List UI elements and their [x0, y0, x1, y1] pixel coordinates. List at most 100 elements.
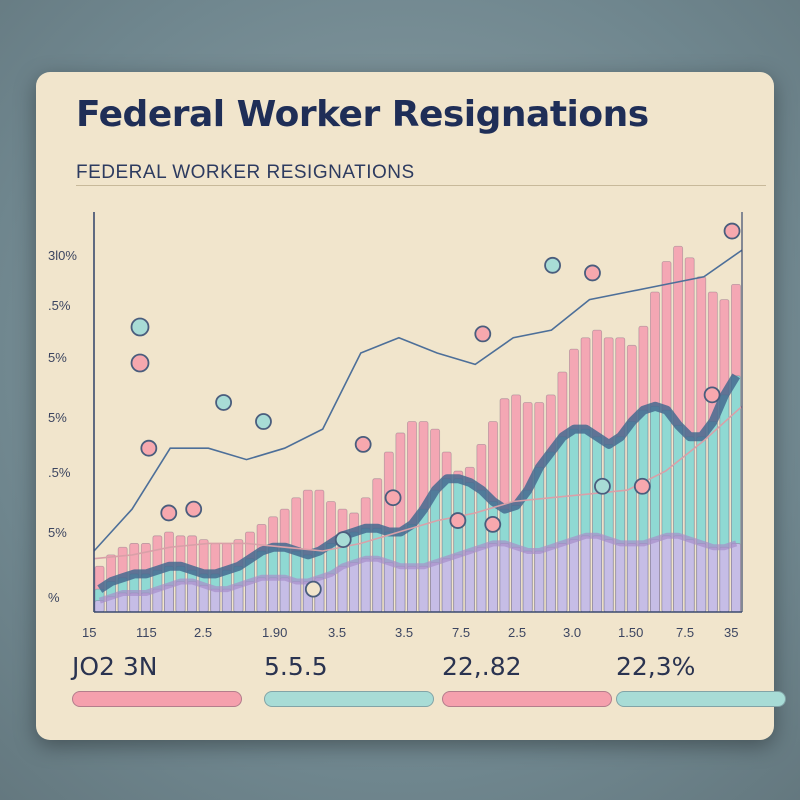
x-tick-label-4: 3.5	[328, 625, 346, 640]
x-tick-label-6: 7.5	[452, 625, 470, 640]
x-tick-label-0: 15	[82, 625, 96, 640]
y-tick-label-1: .5%	[48, 298, 71, 313]
y-tick-label-4: .5%	[48, 465, 71, 480]
legend-marker-0	[130, 317, 150, 337]
stat-2: 5.5.5	[264, 652, 434, 707]
bar-s2-8	[187, 581, 198, 613]
legend-marker-1	[130, 353, 150, 373]
stat-4: 22,3%	[616, 652, 786, 707]
stat-1-value: JO2 3N	[72, 652, 158, 681]
y-tick-label-5: 5%	[48, 525, 67, 540]
bar-s2-28	[418, 565, 429, 613]
bar-s2-27	[407, 565, 417, 613]
marker-4	[255, 413, 272, 430]
marker-9	[449, 512, 467, 529]
bar-s2-55	[731, 543, 741, 613]
marker-16	[703, 386, 721, 404]
bar-s2-37	[522, 550, 533, 613]
marker-14	[594, 477, 611, 495]
y-tick-label-0: 3l0%	[48, 248, 77, 263]
stat-1: JO2 3N	[72, 652, 242, 707]
bar-s2-32	[464, 550, 475, 613]
subtitle-divider	[76, 185, 766, 186]
chart-canvas: 3l0% .5% 5% 5% .5% 5%% 15 115 2.5 1.90 3.5 3.5 7.5 2.…	[48, 212, 743, 640]
stat-4-value: 22,3%	[616, 652, 696, 681]
bar-s2-24	[372, 558, 383, 613]
marker-10	[474, 325, 492, 343]
marker-7	[354, 435, 372, 453]
bar-s2-15	[268, 577, 279, 613]
bar-s2-10	[210, 588, 221, 613]
bar-s2-20	[326, 573, 336, 613]
bar-s2-25	[383, 562, 394, 613]
bar-s2-51	[684, 539, 695, 613]
bar-s2-39	[545, 546, 556, 613]
bar-s2-44	[603, 539, 614, 613]
bar-s2-7	[175, 581, 186, 613]
marker-3	[215, 394, 233, 411]
x-tick-label-9: 1.50	[618, 625, 643, 640]
stat-3: 22,.82	[442, 652, 612, 707]
stat-4-bar	[616, 691, 786, 707]
stats-row: JO2 3N 5.5.5 22,.82 22,3%	[72, 652, 786, 722]
marker-6	[334, 531, 352, 549]
bar-s2-21	[337, 565, 348, 613]
marker-12	[544, 256, 561, 274]
y-tick-label-3: 5%	[48, 410, 67, 425]
bar-s2-35	[499, 543, 510, 613]
x-tick-label-2: 2.5	[194, 625, 212, 640]
bar-s2-53	[707, 546, 718, 613]
marker-17	[723, 222, 741, 240]
y-tick-label-2: 5%	[48, 350, 67, 365]
x-tick-label-1: 115	[136, 625, 157, 640]
chart-card: Federal Worker Resignations FEDERAL WORK…	[36, 72, 786, 740]
stat-2-value: 5.5.5	[264, 652, 328, 681]
bar-s2-48	[650, 539, 660, 613]
bar-s2-38	[534, 550, 545, 613]
x-tick-label-3: 1.90	[262, 625, 287, 640]
trend-line-0	[93, 249, 743, 552]
chart-subtitle: FEDERAL WORKER RESIGNATIONS	[76, 162, 415, 183]
bar-s2-31	[453, 554, 464, 613]
bar-s2-22	[349, 562, 360, 613]
bar-s2-13	[245, 581, 255, 613]
bar-s2-33	[476, 546, 487, 613]
bar-s2-45	[615, 543, 626, 613]
bar-s2-50	[673, 535, 684, 613]
marker-15	[633, 477, 651, 495]
stat-1-bar	[72, 691, 242, 707]
stat-2-bar	[264, 691, 434, 707]
marker-5	[304, 580, 322, 598]
marker-1	[160, 504, 178, 522]
x-tick-label-5: 3.5	[395, 625, 413, 640]
bar-s2-41	[569, 539, 579, 613]
marker-8	[384, 489, 402, 507]
bar-s2-11	[221, 588, 232, 613]
stat-3-value: 22,.82	[442, 652, 522, 681]
bar-s2-30	[441, 558, 452, 613]
bar-s2-29	[430, 562, 441, 613]
bar-s2-54	[719, 546, 730, 613]
x-tick-label-11: 35	[724, 625, 738, 640]
bar-s2-36	[511, 546, 522, 613]
marker-0	[140, 439, 158, 457]
bar-s2-47	[638, 543, 649, 613]
y-tick-label-6: %	[48, 590, 60, 605]
bar-s2-40	[557, 543, 568, 613]
band-outline-middle	[97, 373, 741, 593]
bar-s2-42	[580, 535, 591, 613]
bar-s2-14	[256, 577, 267, 613]
marker-13	[584, 264, 601, 282]
bar-s2-34	[488, 543, 498, 613]
stat-3-bar	[442, 691, 612, 707]
bar-s2-23	[360, 558, 371, 613]
bar-s2-17	[291, 581, 302, 613]
bar-s2-46	[626, 543, 637, 613]
marker-2	[185, 500, 203, 518]
x-tick-label-10: 7.5	[676, 625, 694, 640]
bar-s2-43	[592, 535, 603, 613]
bar-s2-26	[395, 565, 406, 613]
bar-s2-49	[661, 535, 672, 613]
marker-11	[484, 515, 502, 533]
band-outline-lower	[98, 532, 738, 604]
